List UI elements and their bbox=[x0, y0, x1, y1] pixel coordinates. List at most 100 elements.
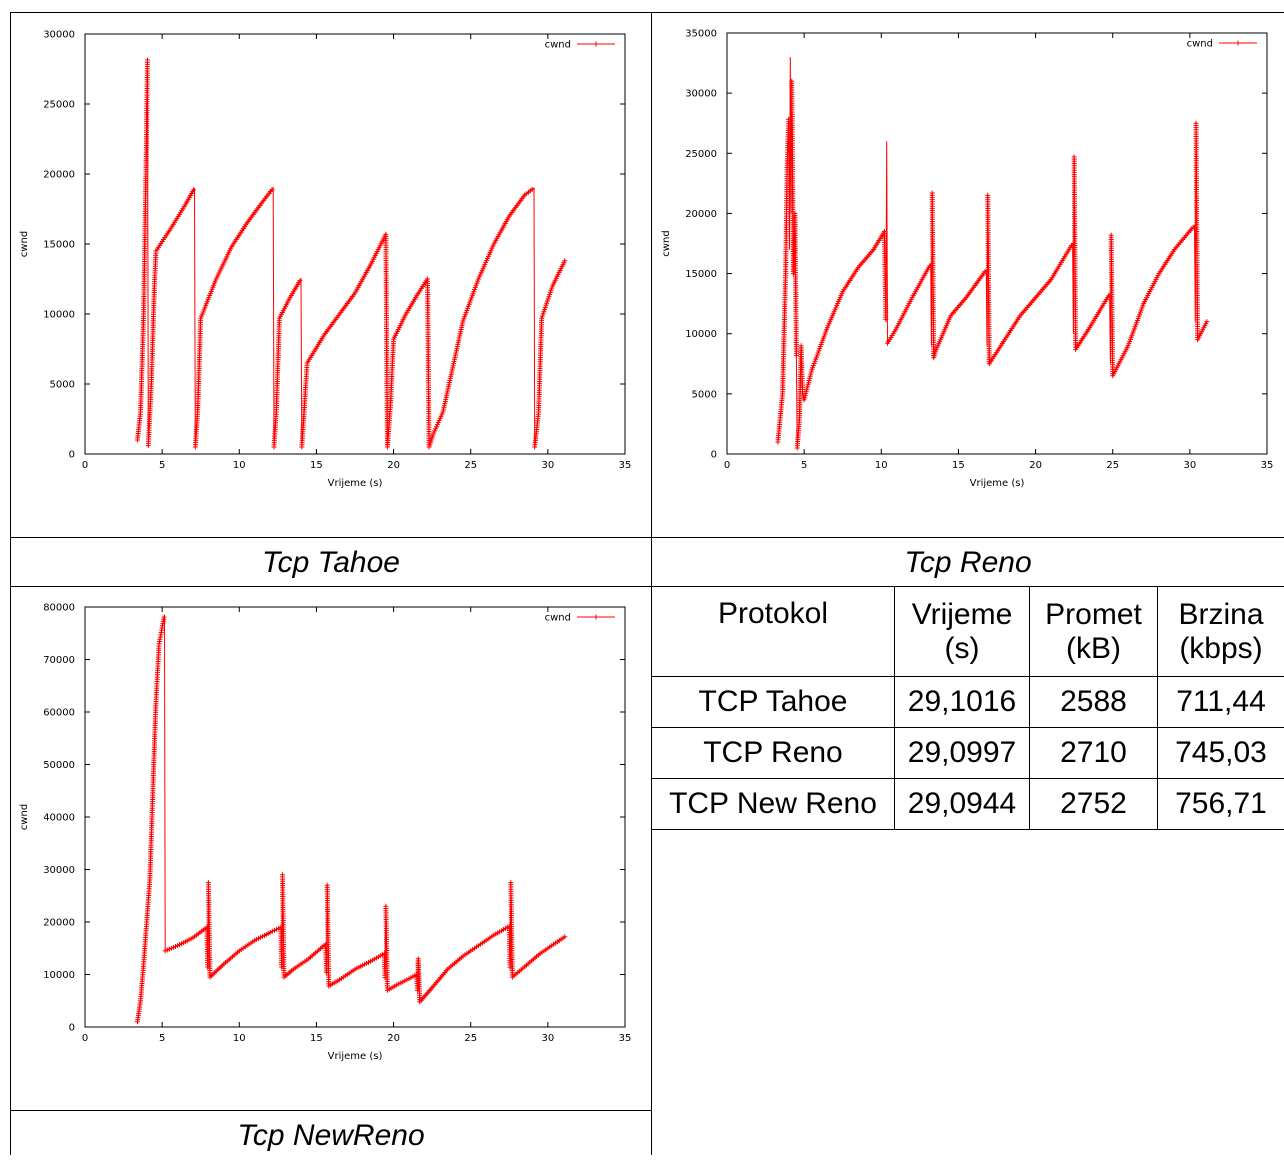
table-line-3 bbox=[652, 778, 1284, 779]
table-header-cell: Brzina (kbps) bbox=[1178, 598, 1264, 665]
table-cell: 745,03 bbox=[1175, 736, 1267, 769]
x-tick-label: 0 bbox=[82, 1033, 88, 1044]
data-point bbox=[547, 292, 553, 298]
data-point bbox=[803, 388, 809, 394]
y-tick-label: 10000 bbox=[685, 329, 717, 340]
table-header-cell: Vrijeme (s) bbox=[911, 598, 1013, 665]
x-tick-label: 20 bbox=[387, 460, 400, 471]
table-header-cell: Promet (kB) bbox=[1045, 598, 1142, 665]
series-line-cwnd bbox=[777, 57, 1208, 449]
y-tick-label: 60000 bbox=[43, 708, 75, 719]
x-tick-label: 5 bbox=[801, 460, 807, 471]
data-point bbox=[539, 313, 545, 319]
y-tick-label: 30000 bbox=[43, 30, 75, 41]
data-point bbox=[817, 346, 823, 352]
table-cell: 2710 bbox=[1060, 736, 1127, 769]
grid-line-mid3 bbox=[10, 1110, 652, 1111]
x-tick-label: 30 bbox=[541, 1033, 554, 1044]
reno-cwnd-chart: 0 5 10 15 20 25 30 35 0 5000 10000 15000 20000 25000 3… bbox=[661, 29, 1274, 490]
data-point bbox=[1139, 305, 1145, 311]
table-col-line-1 bbox=[894, 587, 895, 830]
table-line-1 bbox=[652, 676, 1284, 677]
y-axis-label: cwnd bbox=[661, 230, 672, 256]
data-point bbox=[529, 186, 535, 192]
data-point bbox=[883, 317, 889, 322]
y-tick-label: 70000 bbox=[43, 655, 75, 666]
y-axis-label: cwnd bbox=[19, 231, 30, 257]
y-tick-label: 20000 bbox=[43, 918, 75, 929]
table-cell: TCP New Reno bbox=[669, 787, 877, 820]
y-tick-label: 10000 bbox=[43, 970, 75, 981]
tahoe-cwnd-chart: 0 5 10 15 20 25 30 35 0 5000 10000 15000 20000 25000 3… bbox=[19, 30, 632, 490]
y-tick-label: 5000 bbox=[50, 380, 75, 391]
x-tick-label: 20 bbox=[387, 1033, 400, 1044]
x-tick-label: 15 bbox=[310, 460, 323, 471]
y-tick-label: 15000 bbox=[685, 269, 717, 280]
data-point bbox=[269, 928, 275, 934]
y-tick-label: 20000 bbox=[43, 170, 75, 181]
newreno-cwnd-chart: 0 5 10 15 20 25 30 35 0 10000 20000 30000 40000 50000… bbox=[19, 603, 631, 1063]
legend-marker bbox=[593, 614, 599, 620]
data-point bbox=[801, 397, 807, 403]
series-line-cwnd bbox=[137, 57, 566, 448]
y-tick-label: 30000 bbox=[43, 865, 75, 876]
x-tick-label: 25 bbox=[464, 1033, 477, 1044]
x-tick-label: 35 bbox=[619, 460, 632, 471]
x-tick-label: 25 bbox=[1106, 460, 1119, 471]
table-cell: 29,0997 bbox=[907, 736, 1017, 769]
y-axis-label: cwnd bbox=[19, 804, 30, 830]
data-point bbox=[274, 926, 280, 932]
table-header-cell: Protokol bbox=[717, 597, 829, 630]
x-axis-label: Vrijeme (s) bbox=[970, 478, 1025, 489]
data-point bbox=[1204, 319, 1210, 325]
x-tick-label: 10 bbox=[233, 460, 246, 471]
table-cell: 29,0944 bbox=[907, 787, 1017, 820]
x-tick-label: 30 bbox=[1183, 460, 1196, 471]
y-tick-label: 15000 bbox=[43, 240, 75, 251]
data-point bbox=[269, 187, 275, 193]
data-point bbox=[542, 305, 548, 310]
x-tick-label: 35 bbox=[1261, 460, 1274, 471]
data-point bbox=[808, 371, 814, 377]
table-cell: TCP Reno bbox=[703, 736, 843, 769]
data-point bbox=[191, 187, 196, 193]
x-tick-label: 15 bbox=[310, 1033, 323, 1044]
data-point bbox=[786, 116, 792, 122]
data-point bbox=[1106, 293, 1111, 299]
y-tick-label: 25000 bbox=[685, 149, 717, 160]
data-point bbox=[562, 934, 568, 940]
y-tick-label: 25000 bbox=[43, 100, 75, 111]
table-col-line-3 bbox=[1157, 587, 1158, 830]
x-tick-label: 20 bbox=[1029, 460, 1042, 471]
data-point bbox=[145, 57, 150, 63]
data-point bbox=[541, 309, 547, 315]
data-point bbox=[793, 353, 799, 359]
legend-label: cwnd bbox=[545, 613, 571, 624]
data-point bbox=[802, 393, 808, 399]
data-point bbox=[562, 258, 568, 264]
x-tick-label: 15 bbox=[952, 460, 965, 471]
x-tick-label: 10 bbox=[875, 460, 888, 471]
legend-label: cwnd bbox=[1187, 39, 1213, 50]
grid-line-mid1 bbox=[10, 537, 1284, 538]
grid-line-mid2 bbox=[10, 586, 1284, 587]
legend-marker bbox=[1235, 40, 1241, 46]
data-point bbox=[548, 287, 554, 293]
data-point bbox=[545, 296, 551, 302]
plot-frame bbox=[84, 606, 626, 1028]
y-tick-label: 5000 bbox=[692, 389, 717, 400]
grid-line-center bbox=[651, 12, 652, 1155]
data-point bbox=[806, 380, 812, 386]
table-line-2 bbox=[652, 727, 1284, 728]
table-cell: 29,1016 bbox=[907, 685, 1017, 718]
y-tick-label: 0 bbox=[711, 450, 717, 461]
table-cell: 2588 bbox=[1060, 685, 1127, 718]
y-tick-label: 30000 bbox=[685, 89, 717, 100]
y-tick-label: 20000 bbox=[685, 209, 717, 220]
y-tick-label: 40000 bbox=[43, 813, 75, 824]
table-cell: TCP Tahoe bbox=[698, 685, 848, 718]
caption-tahoe: Tcp Tahoe bbox=[262, 546, 400, 579]
y-tick-label: 0 bbox=[69, 1023, 75, 1034]
caption-reno: Tcp Reno bbox=[904, 546, 1032, 579]
x-axis-label: Vrijeme (s) bbox=[328, 478, 383, 489]
